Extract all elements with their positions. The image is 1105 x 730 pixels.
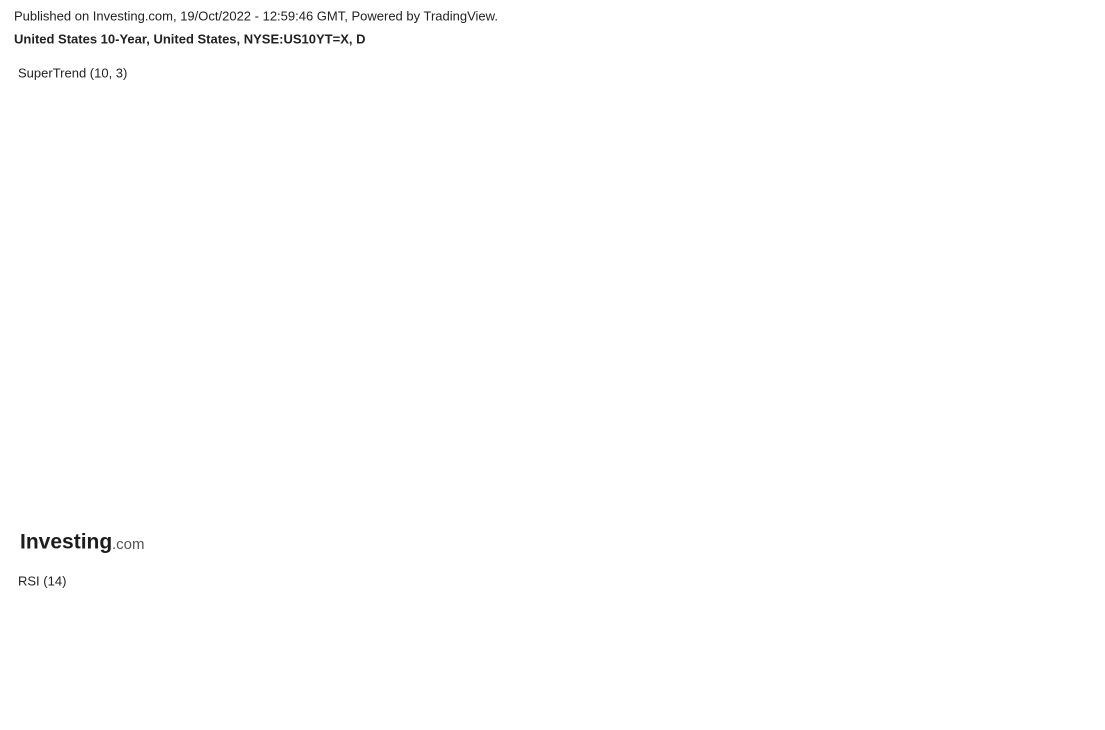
logo: Investing: [20, 531, 112, 554]
indicator-label: SuperTrend (10, 3): [18, 65, 127, 80]
published-note: Published on Investing.com, 19/Oct/2022 …: [14, 8, 498, 23]
symbol-title: United States 10-Year, United States, NY…: [14, 31, 365, 46]
logo-suffix: .com: [112, 536, 145, 553]
rsi-label: RSI (14): [18, 573, 66, 588]
